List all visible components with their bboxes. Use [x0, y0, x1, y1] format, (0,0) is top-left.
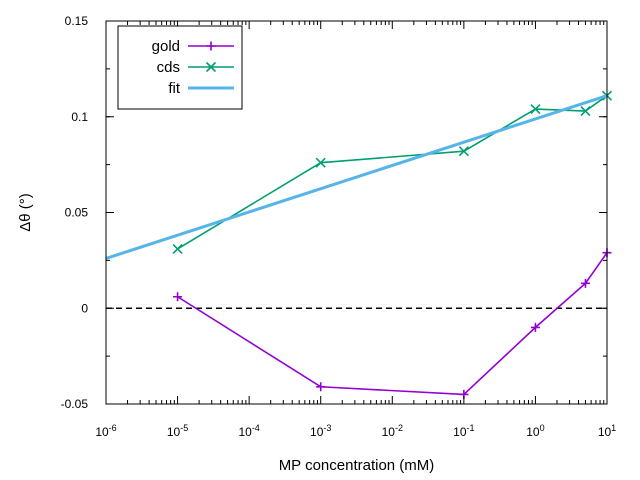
y-tick-label: -0.05 [61, 397, 89, 411]
series-line-cds [177, 95, 608, 250]
data-point-cds [458, 146, 469, 157]
legend-label-fit: fit [168, 80, 181, 97]
y-axis-label: Δθ (°) [17, 193, 34, 232]
data-point-gold [530, 322, 540, 332]
data-point-gold [316, 382, 326, 392]
data-point-cds [172, 243, 183, 254]
series-layer [105, 90, 613, 399]
data-point-gold [580, 278, 590, 288]
data-point-cds [580, 105, 591, 117]
legend: gold cds fit [117, 25, 243, 110]
x-tick-label: 10-1 [453, 423, 474, 439]
data-point-cds [530, 104, 541, 115]
y-tick-label: 0.05 [65, 206, 89, 220]
x-tick-label: 10-6 [95, 423, 116, 439]
y-tick-label: 0 [81, 301, 88, 315]
x-tick-label: 10-5 [167, 423, 188, 439]
series-fit [105, 94, 608, 260]
x-axis-label: MP concentration (mM) [279, 457, 435, 474]
series-line-fit [105, 94, 608, 260]
x-tick-label: 10-4 [238, 423, 259, 439]
legend-label-gold: gold [152, 38, 180, 55]
data-point-gold [173, 292, 183, 302]
y-tick-label: 0.1 [71, 110, 88, 124]
y-axis: -0.05 0 0.05 0.1 0.15 [61, 14, 607, 411]
series-gold [173, 248, 612, 399]
legend-marker-cds [205, 61, 217, 73]
legend-marker-gold [206, 41, 216, 51]
legend-label-cds: cds [157, 59, 180, 76]
x-tick-label: 10-2 [382, 423, 403, 439]
data-point-cds [315, 157, 326, 168]
x-tick-label: 101 [598, 423, 616, 439]
series-line-gold [177, 252, 608, 396]
x-tick-label: 100 [526, 423, 544, 439]
y-tick-label: 0.15 [65, 14, 89, 28]
x-axis: 10-6 10-5 10-4 10-3 10-2 10-1 100 101 [95, 21, 616, 439]
x-tick-label: 10-3 [310, 423, 331, 439]
